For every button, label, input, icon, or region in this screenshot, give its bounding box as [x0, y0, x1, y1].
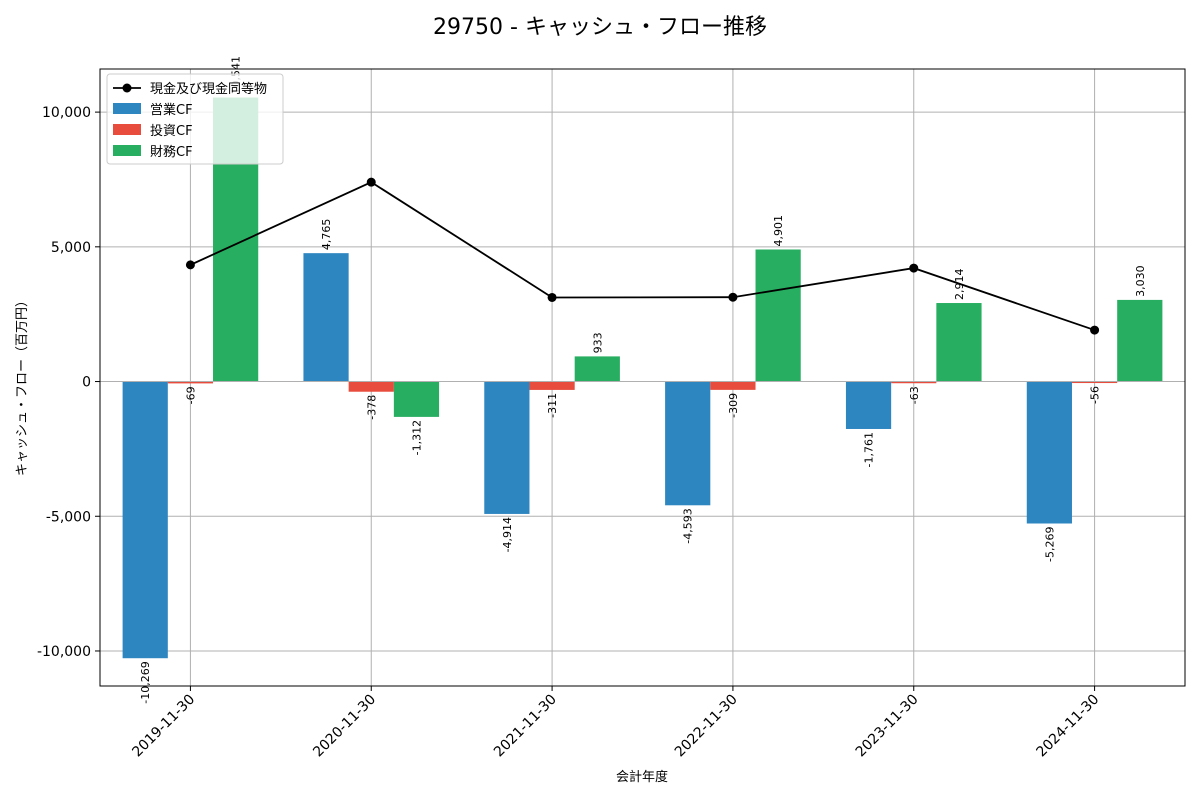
data-label: 2,914 — [953, 269, 966, 301]
y-tick-label: -10,000 — [37, 644, 91, 660]
legend-bar-swatch — [113, 145, 141, 156]
legend-label: 営業CF — [150, 102, 193, 118]
bar — [665, 381, 711, 506]
legend-label: 財務CF — [150, 145, 193, 160]
bar — [710, 381, 756, 390]
y-tick-label: -5,000 — [46, 509, 91, 525]
data-label: 933 — [591, 332, 604, 353]
bar — [484, 381, 530, 514]
x-axis-label: 会計年度 — [616, 769, 668, 785]
legend-point-swatch — [122, 83, 132, 93]
series-line — [190, 181, 1095, 331]
x-axis: 2019-11-30 2020-11-30 2021-11-30 2022-11-30… — [129, 686, 1102, 760]
bar — [529, 381, 575, 390]
plot-frame — [99, 68, 1186, 687]
legend-box — [106, 73, 284, 165]
data-label: -309 — [727, 393, 740, 418]
data-label: -378 — [365, 395, 378, 420]
data-label: -1,312 — [410, 420, 423, 455]
bar — [574, 356, 620, 382]
legend-bar-swatch — [113, 124, 141, 135]
bar-series — [122, 97, 1163, 659]
bar — [167, 381, 214, 384]
line-point — [366, 177, 376, 187]
bar — [755, 249, 801, 382]
legend-bar-swatch — [113, 103, 141, 114]
data-label: -10,269 — [139, 661, 152, 703]
data-label: -5,269 — [1043, 527, 1056, 562]
bar — [348, 381, 394, 392]
bar — [393, 381, 440, 417]
data-label: 4,765 — [320, 219, 333, 251]
data-label: -69 — [184, 386, 197, 404]
data-label: -311 — [546, 393, 559, 418]
bar — [1117, 299, 1163, 382]
bar — [1071, 381, 1118, 384]
x-tick-label: 2021-11-30 — [491, 692, 560, 761]
data-label: -1,761 — [863, 432, 876, 467]
y-tick-label: 0 — [82, 375, 91, 391]
data-label: -4,914 — [501, 517, 514, 552]
line-point — [728, 292, 738, 302]
y-tick-label: 5,000 — [51, 240, 91, 256]
data-label: -56 — [1089, 386, 1102, 404]
data-label: 4,901 — [772, 215, 785, 247]
line-point — [547, 292, 557, 302]
y-axis: -10,000 -5,000 0 5,000 10,000 — [37, 105, 100, 660]
bar — [122, 381, 168, 659]
x-tick-label: 2020-11-30 — [310, 692, 379, 761]
bar — [1026, 381, 1072, 524]
y-tick-label: 10,000 — [42, 105, 91, 121]
bar — [891, 381, 937, 384]
bar — [936, 303, 982, 382]
data-label: 3,030 — [1134, 265, 1147, 297]
line-point — [185, 260, 195, 270]
line-point — [909, 263, 919, 273]
x-tick-label: 2022-11-30 — [672, 692, 741, 761]
data-label: -4,593 — [682, 508, 695, 543]
bar — [303, 253, 349, 382]
data-label: -63 — [908, 386, 921, 404]
y-axis-label: キャッシュ・フロー（百万円） — [15, 294, 30, 476]
x-tick-label: 2023-11-30 — [853, 692, 922, 761]
line-point — [1090, 325, 1100, 335]
cash-line-series — [185, 177, 1100, 335]
bar — [845, 381, 892, 429]
legend-label: 投資CF — [150, 123, 193, 139]
data-labels: -10,269 4,765 -4,914 -4,593 -1,761 -5,269 -69 -… — [139, 56, 1147, 704]
legend-label: 現金及び現金同等物 — [150, 81, 267, 97]
chart-title: 29750 - キャッシュ・フロー推移 — [433, 15, 767, 40]
x-tick-label: 2024-11-30 — [1034, 692, 1103, 761]
